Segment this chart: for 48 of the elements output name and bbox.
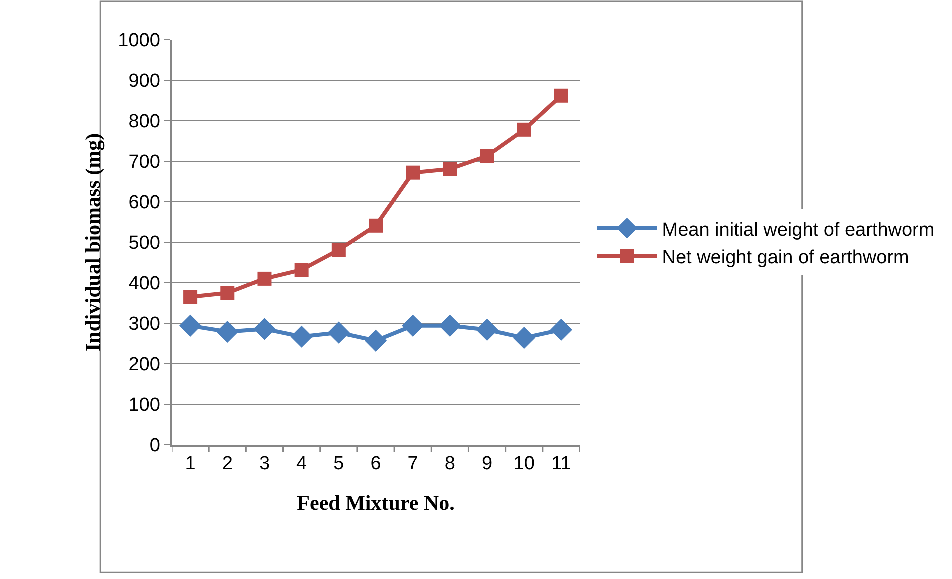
y-axis-title: Individual biomass (mg)	[80, 133, 105, 352]
x-tick-label: 2	[222, 454, 233, 475]
y-tick-label: 100	[128, 395, 160, 416]
y-tick-label: 1000	[118, 30, 160, 52]
point	[369, 218, 383, 233]
x-tick-label: 4	[296, 454, 308, 475]
y-tick-label: 700	[128, 152, 160, 174]
x-axis-title: Feed Mixture No.	[297, 491, 455, 516]
point	[220, 286, 235, 300]
x-tick-label: 5	[334, 454, 344, 475]
x-tick-label: 6	[370, 454, 382, 475]
y-tick-label: 600	[128, 192, 160, 214]
point	[258, 272, 272, 286]
legend-label: Net weight gain of earthworm	[662, 247, 910, 268]
y-tick-label: 800	[128, 112, 160, 133]
point	[294, 263, 309, 278]
point	[406, 166, 420, 180]
y-tick-label: 900	[128, 71, 160, 92]
point	[328, 322, 350, 344]
point	[439, 314, 462, 337]
point	[254, 318, 276, 340]
x-tick-label: 1	[185, 454, 196, 475]
point	[332, 243, 346, 258]
point	[290, 326, 313, 348]
y-tick-label: 200	[128, 354, 160, 376]
point	[184, 290, 198, 304]
point	[517, 122, 532, 137]
y-tick-label: 400	[128, 274, 160, 295]
y-tick-label: 0	[150, 436, 160, 457]
point	[402, 314, 424, 337]
y-tick-label: 300	[128, 314, 160, 336]
y-tick-label: 500	[128, 233, 160, 254]
point	[216, 320, 239, 344]
point	[554, 88, 568, 103]
point	[476, 318, 498, 342]
point	[180, 314, 202, 337]
x-tick-label: 3	[259, 454, 270, 475]
x-tick-label: 10	[514, 454, 535, 475]
point	[480, 149, 494, 164]
x-tick-label: 11	[552, 454, 572, 475]
x-tick-label: 7	[408, 454, 418, 475]
x-tick-label: 9	[482, 454, 493, 475]
legend-label: Mean initial weight of earthworm	[662, 220, 935, 241]
point	[550, 318, 572, 342]
point	[513, 327, 536, 350]
point	[364, 330, 388, 352]
point	[443, 162, 458, 176]
x-tick-label: 8	[444, 454, 456, 475]
